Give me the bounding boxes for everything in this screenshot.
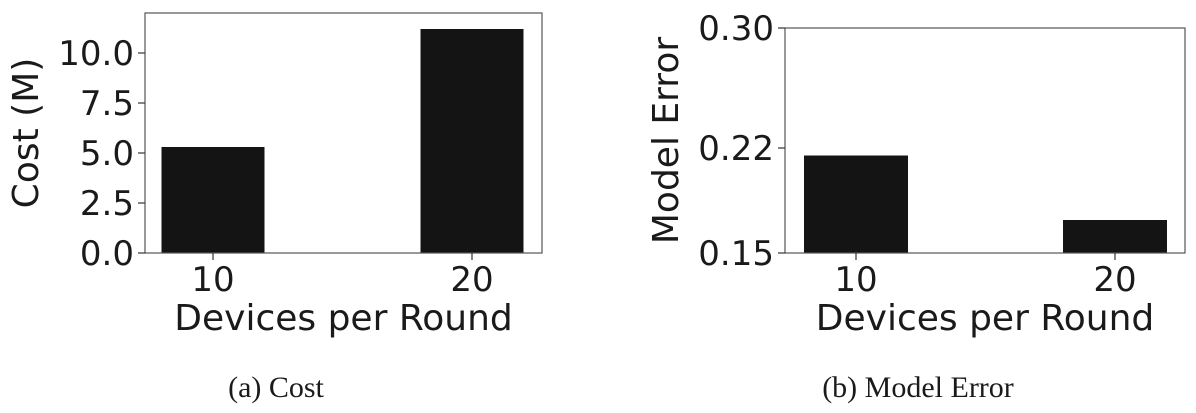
y-tick-label: 0.0 xyxy=(80,234,134,274)
y-tick-label: 7.5 xyxy=(80,84,134,124)
x-axis-label: Devices per Round xyxy=(174,298,512,339)
y-tick-label: 10.0 xyxy=(58,34,134,74)
bar-20 xyxy=(420,29,524,253)
chart-caption: (b) Model Error xyxy=(822,371,1014,404)
plot-frame xyxy=(784,27,1186,254)
x-tick-label: 10 xyxy=(191,260,234,300)
bar-10 xyxy=(804,155,908,253)
y-tick-label: 0.15 xyxy=(698,234,774,274)
y-axis-label: Cost (M) xyxy=(6,58,47,209)
x-axis-label: Devices per Round xyxy=(816,298,1154,339)
plot-frame xyxy=(144,12,543,254)
y-tick-label: 0.22 xyxy=(698,129,774,169)
chart-caption: (a) Cost xyxy=(228,371,324,404)
bar-10 xyxy=(161,147,265,253)
y-axis-label: Model Error xyxy=(646,37,687,244)
x-tick-label: 20 xyxy=(450,260,493,300)
x-tick-label: 10 xyxy=(834,260,877,300)
bar-20 xyxy=(1063,220,1167,253)
y-tick-label: 5.0 xyxy=(80,134,134,174)
y-tick-label: 0.30 xyxy=(698,9,774,49)
x-tick-label: 20 xyxy=(1093,260,1136,300)
y-tick-label: 2.5 xyxy=(80,184,134,224)
